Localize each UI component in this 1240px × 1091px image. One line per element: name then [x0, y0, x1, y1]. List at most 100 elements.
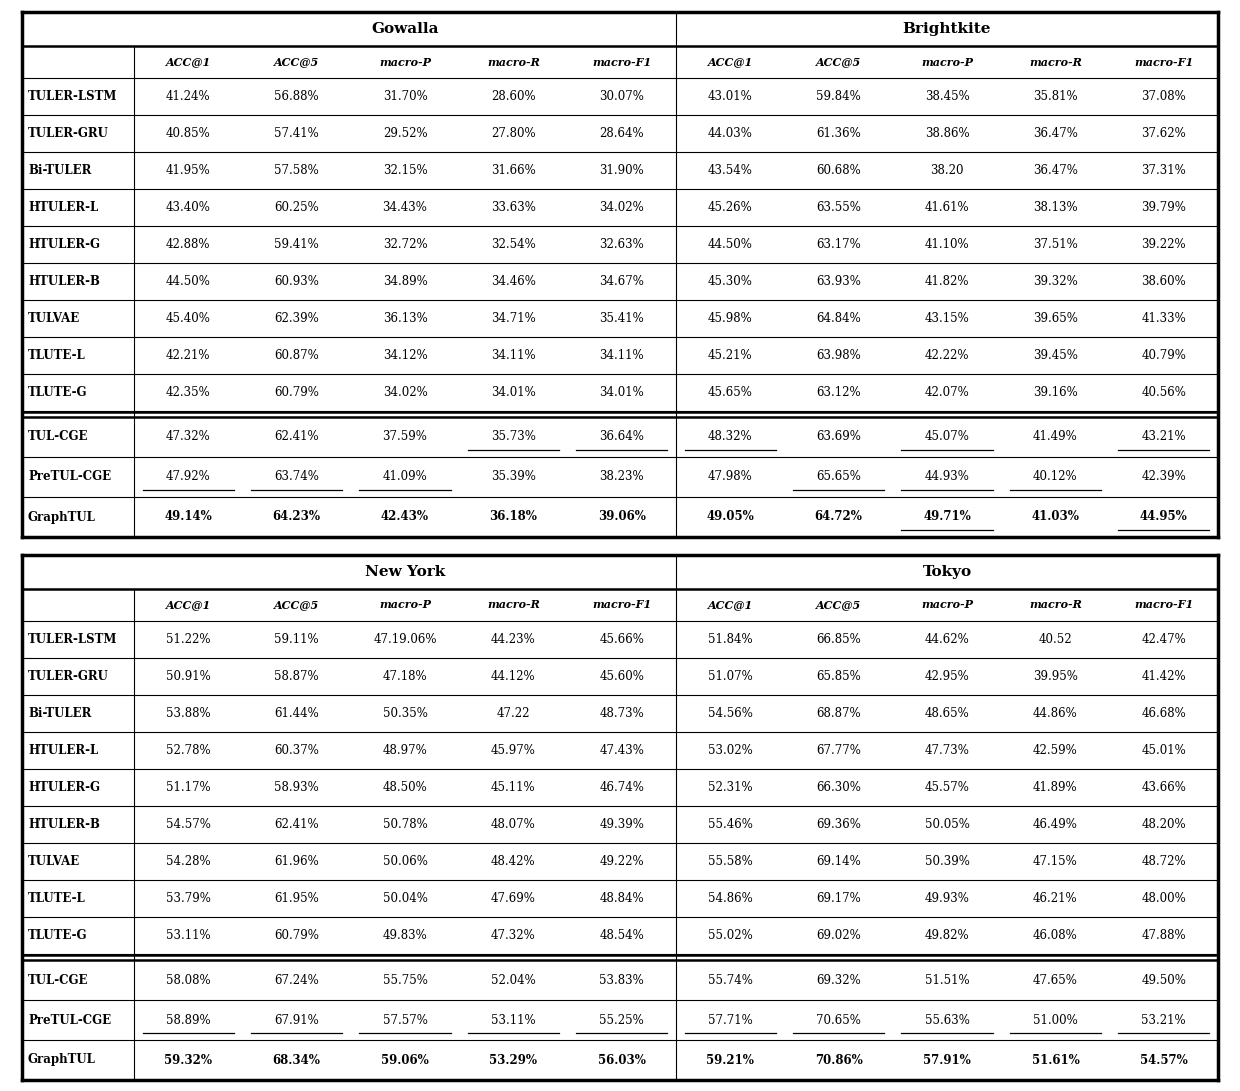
Text: 53.79%: 53.79% — [166, 892, 211, 906]
Text: 59.21%: 59.21% — [707, 1054, 754, 1067]
Text: 48.65%: 48.65% — [925, 707, 970, 720]
Text: 49.22%: 49.22% — [599, 855, 644, 868]
Text: macro-R: macro-R — [487, 57, 539, 68]
Text: 47.22: 47.22 — [497, 707, 531, 720]
Text: HTULER-G: HTULER-G — [29, 781, 100, 794]
Text: 34.11%: 34.11% — [491, 349, 536, 362]
Text: 42.95%: 42.95% — [925, 670, 970, 683]
Text: 55.02%: 55.02% — [708, 930, 753, 942]
Text: 53.11%: 53.11% — [491, 1014, 536, 1027]
Text: 68.87%: 68.87% — [816, 707, 861, 720]
Text: 45.01%: 45.01% — [1142, 744, 1187, 757]
Text: 40.79%: 40.79% — [1141, 349, 1187, 362]
Text: 46.49%: 46.49% — [1033, 818, 1078, 831]
Text: 52.04%: 52.04% — [491, 973, 536, 986]
Text: 41.10%: 41.10% — [925, 238, 970, 251]
Text: 37.31%: 37.31% — [1142, 164, 1187, 177]
Text: 59.06%: 59.06% — [381, 1054, 429, 1067]
Text: 47.73%: 47.73% — [925, 744, 970, 757]
Text: 30.07%: 30.07% — [599, 89, 645, 103]
Text: 27.80%: 27.80% — [491, 127, 536, 140]
Text: 38.86%: 38.86% — [925, 127, 970, 140]
Text: 44.03%: 44.03% — [708, 127, 753, 140]
Text: TULER-LSTM: TULER-LSTM — [29, 89, 118, 103]
Text: 38.13%: 38.13% — [1033, 201, 1078, 214]
Text: 48.20%: 48.20% — [1142, 818, 1187, 831]
Text: TLUTE-L: TLUTE-L — [29, 349, 86, 362]
Text: 31.90%: 31.90% — [599, 164, 644, 177]
Text: 47.32%: 47.32% — [491, 930, 536, 942]
Text: 49.71%: 49.71% — [923, 511, 971, 524]
Text: 36.18%: 36.18% — [490, 511, 537, 524]
Text: 44.62%: 44.62% — [925, 633, 970, 646]
Text: 58.87%: 58.87% — [274, 670, 319, 683]
Text: 46.74%: 46.74% — [599, 781, 645, 794]
Text: 40.56%: 40.56% — [1141, 386, 1187, 399]
Text: 35.81%: 35.81% — [1033, 89, 1078, 103]
Text: TLUTE-L: TLUTE-L — [29, 892, 86, 906]
Text: 37.62%: 37.62% — [1142, 127, 1187, 140]
Text: 42.47%: 42.47% — [1142, 633, 1187, 646]
Text: 69.14%: 69.14% — [816, 855, 861, 868]
Text: 28.60%: 28.60% — [491, 89, 536, 103]
Text: 35.41%: 35.41% — [599, 312, 644, 325]
Text: 61.36%: 61.36% — [816, 127, 861, 140]
Text: 47.88%: 47.88% — [1142, 930, 1187, 942]
Text: 62.39%: 62.39% — [274, 312, 319, 325]
Text: TULER-GRU: TULER-GRU — [29, 670, 109, 683]
Text: 41.09%: 41.09% — [383, 470, 428, 483]
Text: 50.04%: 50.04% — [383, 892, 428, 906]
Text: Gowalla: Gowalla — [371, 22, 439, 36]
Text: GraphTUL: GraphTUL — [29, 511, 95, 524]
Text: 50.78%: 50.78% — [383, 818, 428, 831]
Text: 57.58%: 57.58% — [274, 164, 319, 177]
Text: 49.83%: 49.83% — [383, 930, 428, 942]
Text: 52.78%: 52.78% — [166, 744, 211, 757]
Text: 45.98%: 45.98% — [708, 312, 753, 325]
Text: 42.35%: 42.35% — [166, 386, 211, 399]
Text: 69.36%: 69.36% — [816, 818, 861, 831]
Text: macro-F1: macro-F1 — [593, 57, 651, 68]
Text: 61.95%: 61.95% — [274, 892, 319, 906]
Text: 60.68%: 60.68% — [816, 164, 861, 177]
Text: 70.86%: 70.86% — [815, 1054, 863, 1067]
Text: macro-R: macro-R — [1029, 57, 1081, 68]
Text: PreTUL-CGE: PreTUL-CGE — [29, 470, 112, 483]
Text: 34.43%: 34.43% — [383, 201, 428, 214]
Text: 39.32%: 39.32% — [1033, 275, 1078, 288]
Text: 39.79%: 39.79% — [1141, 201, 1187, 214]
Text: 44.95%: 44.95% — [1140, 511, 1188, 524]
Text: 40.85%: 40.85% — [166, 127, 211, 140]
Text: 45.26%: 45.26% — [708, 201, 753, 214]
Text: 54.28%: 54.28% — [166, 855, 211, 868]
Text: 45.21%: 45.21% — [708, 349, 753, 362]
Text: 35.73%: 35.73% — [491, 431, 536, 444]
Text: 39.45%: 39.45% — [1033, 349, 1078, 362]
Text: Bi-TULER: Bi-TULER — [29, 164, 92, 177]
Text: TUL-CGE: TUL-CGE — [29, 431, 88, 444]
Text: 66.30%: 66.30% — [816, 781, 861, 794]
Text: 59.41%: 59.41% — [274, 238, 319, 251]
Text: 33.63%: 33.63% — [491, 201, 536, 214]
Text: 49.39%: 49.39% — [599, 818, 645, 831]
Text: 41.82%: 41.82% — [925, 275, 970, 288]
Text: 31.66%: 31.66% — [491, 164, 536, 177]
Text: 48.50%: 48.50% — [383, 781, 428, 794]
Text: 43.54%: 43.54% — [708, 164, 753, 177]
Text: macro-P: macro-P — [379, 599, 432, 611]
Text: 48.54%: 48.54% — [599, 930, 644, 942]
Text: 69.02%: 69.02% — [816, 930, 861, 942]
Text: 63.74%: 63.74% — [274, 470, 319, 483]
Text: 34.01%: 34.01% — [491, 386, 536, 399]
Text: 67.24%: 67.24% — [274, 973, 319, 986]
Text: 55.75%: 55.75% — [383, 973, 428, 986]
Text: 43.01%: 43.01% — [708, 89, 753, 103]
Text: 53.02%: 53.02% — [708, 744, 753, 757]
Text: 43.66%: 43.66% — [1141, 781, 1187, 794]
Text: macro-R: macro-R — [487, 599, 539, 611]
Text: HTULER-L: HTULER-L — [29, 744, 98, 757]
Text: 38.20: 38.20 — [930, 164, 963, 177]
Text: 45.57%: 45.57% — [925, 781, 970, 794]
Text: 34.89%: 34.89% — [383, 275, 428, 288]
Text: 46.68%: 46.68% — [1142, 707, 1187, 720]
